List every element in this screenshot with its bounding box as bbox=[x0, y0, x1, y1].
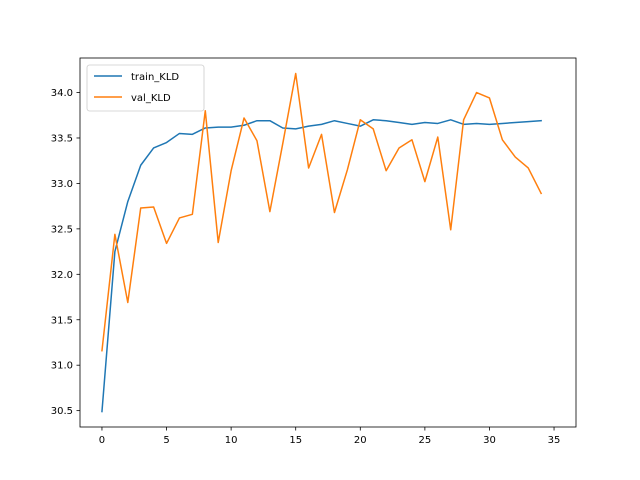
y-tick-label: 31.5 bbox=[51, 315, 73, 326]
y-tick-label: 31.0 bbox=[51, 361, 73, 372]
x-tick-label: 25 bbox=[419, 435, 432, 446]
y-tick-label: 33.0 bbox=[51, 179, 73, 190]
y-tick-label: 33.5 bbox=[51, 133, 73, 144]
y-tick-label: 32.0 bbox=[51, 270, 73, 281]
legend-label: val_KLD bbox=[131, 93, 171, 104]
axes-frame bbox=[79, 57, 577, 428]
x-tick-label: 10 bbox=[225, 435, 238, 446]
x-tick-label: 15 bbox=[289, 435, 302, 446]
x-tick-label: 35 bbox=[548, 435, 561, 446]
legend: train_KLD val_KLD bbox=[86, 64, 205, 112]
series-layer bbox=[101, 72, 543, 413]
y-tick-label: 30.5 bbox=[51, 406, 73, 417]
x-tick-label: 30 bbox=[483, 435, 496, 446]
y-tick-label: 34.0 bbox=[51, 88, 73, 99]
x-tick-label: 0 bbox=[99, 435, 105, 446]
y-tick-label: 32.5 bbox=[51, 224, 73, 235]
x-tick-label: 5 bbox=[163, 435, 169, 446]
series-line-train-kld bbox=[101, 119, 542, 413]
axes-layer: 0 5 10 15 20 25 30 35 30.5 31.0 31.5 32.0 32.5 33.0 33… bbox=[51, 57, 577, 446]
x-tick-label: 20 bbox=[354, 435, 367, 446]
series-line-val-kld bbox=[101, 72, 543, 352]
legend-label: train_KLD bbox=[131, 72, 179, 83]
